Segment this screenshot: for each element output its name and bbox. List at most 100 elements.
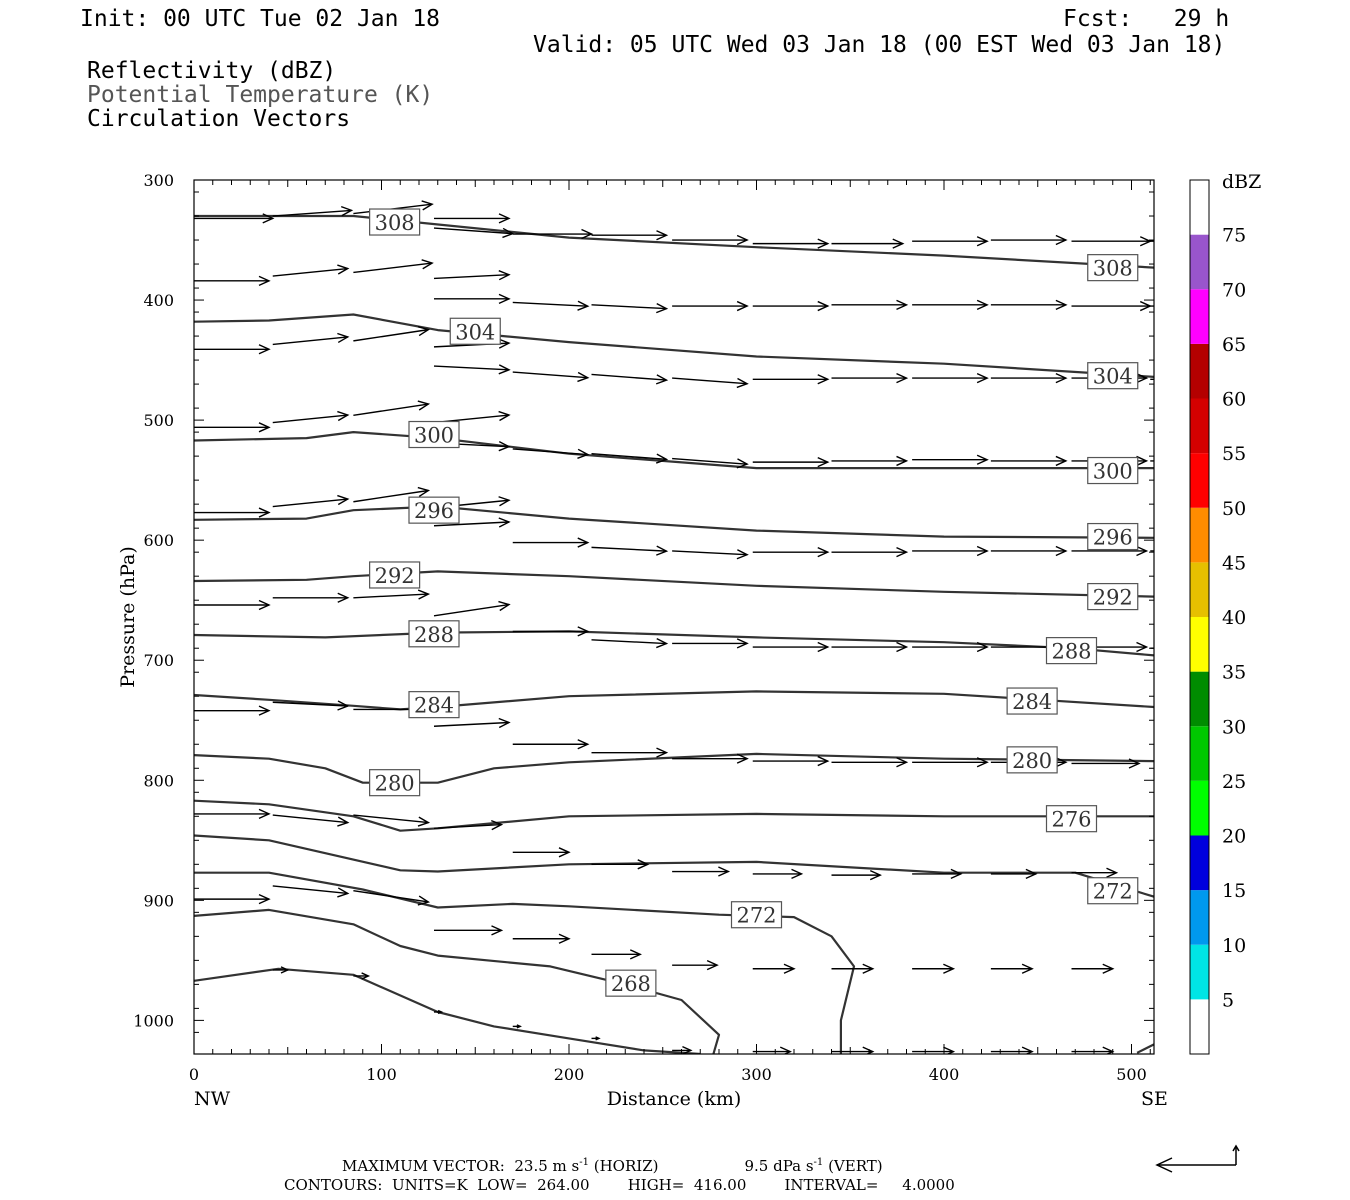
circulation-vector (512, 448, 590, 459)
contour-label-box (1045, 637, 1098, 665)
circulation-vector (272, 592, 350, 603)
max-vector-vert-tag: (VERT) (823, 1157, 883, 1175)
circulation-vector (672, 753, 749, 764)
contour-label-text: 280 (1012, 749, 1052, 773)
circulation-vector (591, 859, 650, 870)
contour-label: 308 (1087, 254, 1139, 282)
colorbar-label: 30 (1222, 716, 1246, 738)
y-tick-label: 400 (143, 291, 174, 310)
circulation-vector (194, 275, 271, 286)
colorbar-band (1190, 289, 1209, 344)
circulation-vector (353, 814, 431, 827)
colorbar-band (1190, 562, 1209, 617)
x-tick-label: 300 (741, 1065, 772, 1084)
contour-label-box (1006, 746, 1058, 774)
circulation-vector (672, 377, 749, 389)
circulation-vector (1150, 647, 1154, 649)
circulation-vector (512, 626, 590, 637)
circulation-vector (433, 517, 511, 528)
contour-label-box (1045, 805, 1098, 833)
reference-vector-icon (1155, 1144, 1240, 1173)
circulation-vector (1150, 240, 1154, 242)
contour-label-text: 292 (1093, 586, 1133, 610)
circulation-vector (512, 933, 571, 944)
contour-label: 280 (1006, 746, 1058, 774)
colorbar-frame (1189, 179, 1210, 1055)
contour-label: 304 (1087, 362, 1139, 390)
theta-contour (1136, 1043, 1154, 1054)
max-vector-vert-value: 9.5 dPa s (744, 1157, 814, 1175)
contour-label-box (1006, 687, 1058, 715)
circulation-vector (353, 325, 431, 342)
circulation-vector (831, 1046, 875, 1054)
y-tick-label: 800 (143, 771, 174, 790)
circulation-vector (272, 700, 350, 711)
circulation-vector (512, 371, 590, 383)
circulation-vector (434, 213, 511, 224)
x-axis-title: Distance (km) (607, 1088, 742, 1110)
contour-label: 300 (408, 420, 460, 449)
x-right-end-label: SE (1141, 1088, 1168, 1110)
circulation-vector (831, 372, 909, 384)
vector-group (194, 200, 1154, 1054)
circulation-vector (433, 227, 515, 239)
contour-label-text: 300 (1093, 460, 1133, 484)
circulation-vector (1071, 867, 1119, 878)
circulation-vector (831, 299, 909, 310)
y-tick-label: 300 (143, 171, 174, 190)
y-tick-label: 900 (143, 891, 174, 910)
colorbar-label: 45 (1222, 552, 1246, 574)
circulation-vector (912, 868, 963, 880)
max-vector-horiz-tag: (HORIZ) (588, 1157, 659, 1175)
colorbar-band (1190, 507, 1209, 563)
circulation-vector (1071, 963, 1115, 974)
contour-label-text: 300 (414, 424, 454, 448)
circulation-vector (912, 545, 989, 557)
contour-label-text: 296 (414, 499, 454, 523)
theta-contour (194, 431, 1154, 470)
contour-label: 300 (1087, 456, 1139, 485)
colorbar-band (1190, 343, 1209, 399)
theta-contour (194, 570, 1154, 598)
theta-contour (194, 871, 856, 1054)
circulation-vector (990, 868, 1038, 880)
circulation-vector (990, 545, 1068, 557)
x-tick-label: 500 (1116, 1065, 1147, 1084)
circulation-vector (591, 747, 669, 758)
circulation-vector (990, 963, 1034, 974)
colorbar-band (1190, 835, 1209, 891)
circulation-vector (512, 537, 590, 548)
colorbar-label: 70 (1222, 279, 1246, 301)
contour-label-text: 288 (1051, 640, 1091, 664)
colorbar-label: 20 (1222, 826, 1246, 848)
circulation-vector (591, 302, 669, 314)
max-vector-line: MAXIMUM VECTOR: 23.5 m s-1 (HORIZ) 9.5 dP… (342, 1157, 883, 1175)
contour-label-box (408, 420, 460, 449)
circulation-vector (272, 410, 350, 424)
contour-label-text: 268 (611, 972, 651, 996)
contour-label-text: 272 (736, 904, 776, 928)
circulation-vector (194, 705, 271, 716)
colorbar-label: 50 (1222, 498, 1246, 520)
circulation-vector (990, 299, 1068, 310)
contour-label-box (1087, 582, 1139, 611)
circulation-vector (353, 972, 371, 980)
contour-label: 304 (449, 317, 501, 345)
contour-label-text: 304 (455, 320, 495, 344)
colorbar-label: 40 (1222, 607, 1246, 629)
contour-label-group: 308 308 304 304 300 300 296 296 292 292 288 288 284 2… (369, 208, 1139, 997)
circulation-vector (353, 486, 431, 503)
circulation-vector (194, 422, 271, 433)
circulation-vector (1150, 460, 1154, 462)
colorbar-label: 55 (1222, 443, 1246, 465)
circulation-vector (434, 293, 511, 304)
x-left-end-label: NW (194, 1088, 231, 1110)
circulation-vector (752, 238, 830, 249)
circulation-vector (990, 1046, 1034, 1054)
theta-contour (194, 505, 1154, 539)
contour-label-box (449, 317, 501, 345)
colorbar-label: 65 (1222, 334, 1246, 356)
circulation-vector (1150, 550, 1154, 552)
circulation-vector (990, 455, 1068, 467)
